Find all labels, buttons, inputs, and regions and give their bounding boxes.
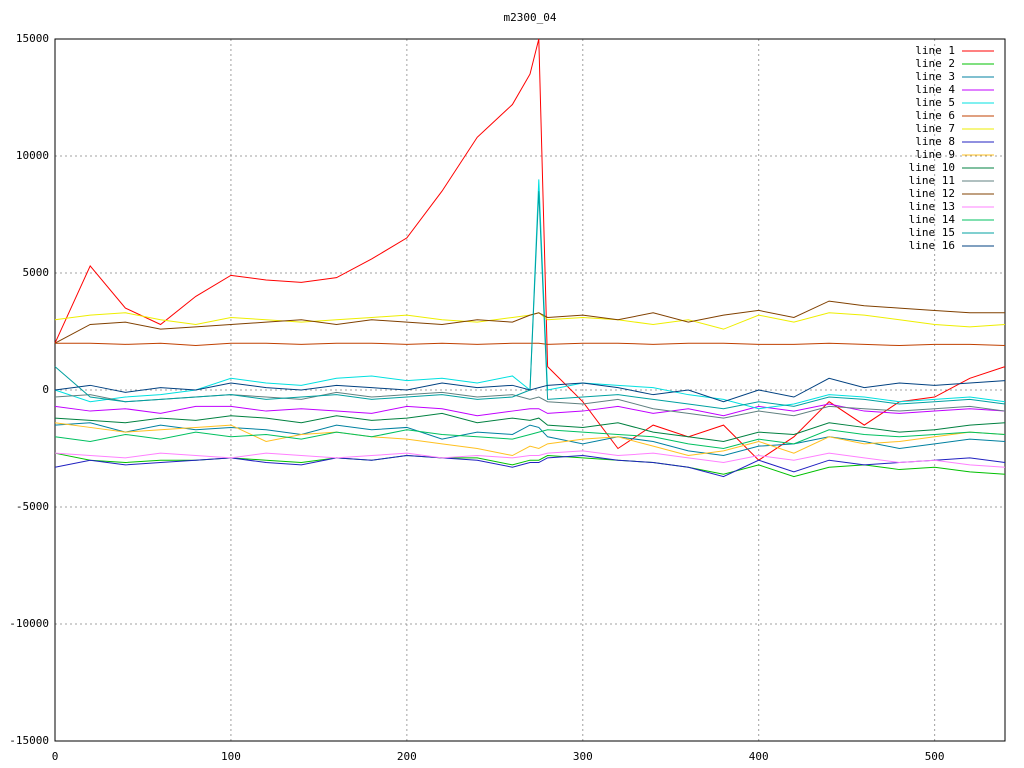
y-tick-label: 15000 [16,32,49,45]
legend-label: line 10 [909,161,955,174]
legend-label: line 7 [915,122,955,135]
x-tick-label: 300 [573,750,593,763]
y-tick-label: 5000 [23,266,50,279]
y-tick-label: 10000 [16,149,49,162]
legend-label: line 4 [915,83,955,96]
chart-title: m2300_04 [504,11,557,24]
data-line [55,342,1006,347]
y-tick-label: -5000 [16,500,49,513]
legend-label: line 15 [909,226,955,239]
data-line [54,429,1006,450]
y-tick-label: -15000 [9,734,49,747]
legend-label: line 13 [909,200,955,213]
data-line [54,300,1005,344]
legend-label: line 11 [909,174,955,187]
x-tick-label: 400 [749,750,769,763]
data-line [54,412,1006,442]
y-tick-label: -10000 [9,617,49,630]
legend-label: line 14 [909,213,956,226]
x-tick-label: 0 [52,750,59,763]
x-tick-label: 500 [925,750,945,763]
legend-label: line 1 [915,44,955,57]
data-line [54,422,1006,457]
data-line [54,391,1006,419]
x-tick-label: 200 [397,750,417,763]
legend-label: line 2 [915,57,955,70]
legend-label: line 3 [915,70,955,83]
legend-label: line 9 [915,148,955,161]
legend-label: line 16 [909,239,955,252]
data-line [54,191,1006,410]
data-line [54,377,1006,403]
data-line [54,455,1006,478]
data-line [54,403,1006,417]
legend-label: line 8 [915,135,955,148]
legend-label: line 6 [915,109,955,122]
data-line [54,179,1006,410]
x-tick-label: 100 [221,750,241,763]
y-tick-label: 0 [42,383,49,396]
legend-label: line 5 [915,96,955,109]
legend-label: line 12 [909,187,955,200]
data-line [54,450,1006,468]
